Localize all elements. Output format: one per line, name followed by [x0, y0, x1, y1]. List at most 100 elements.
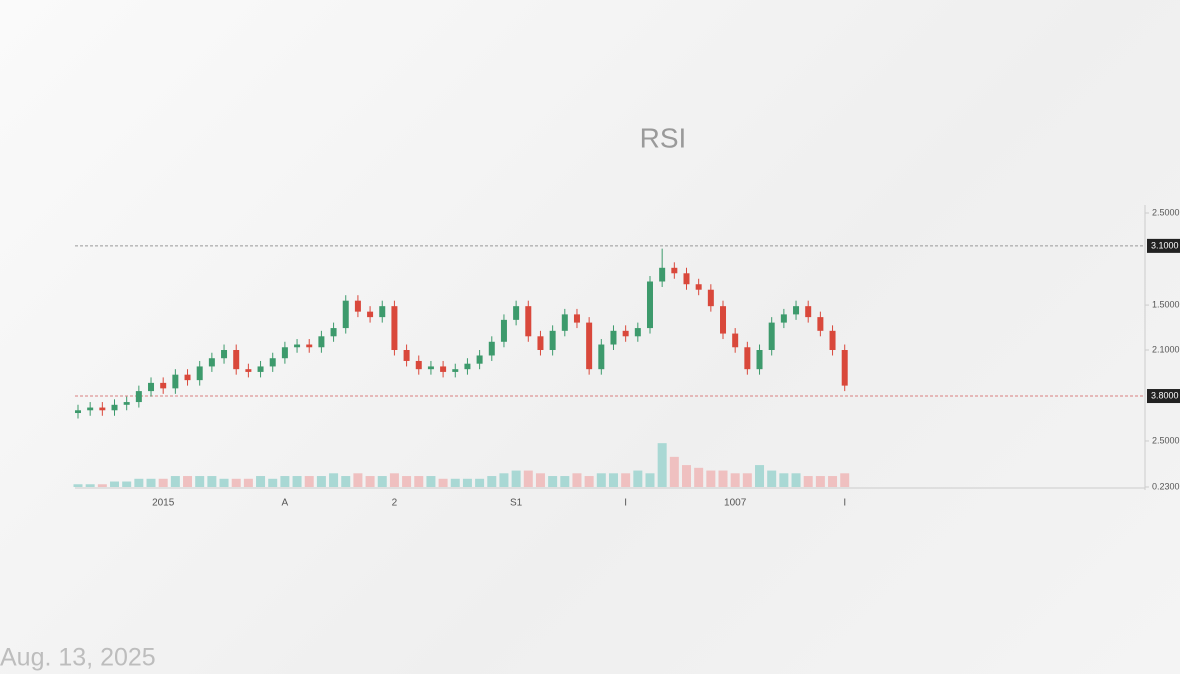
- volume-bar: [207, 476, 217, 487]
- candle-body: [196, 366, 203, 381]
- volume-bar: [219, 478, 229, 487]
- candle-body: [525, 306, 532, 337]
- volume-bar: [341, 476, 351, 487]
- volume-bar: [840, 473, 850, 487]
- volume-bar: [572, 473, 582, 487]
- volume-bar: [718, 470, 728, 487]
- candle-body: [427, 366, 434, 370]
- volume-bar: [97, 484, 107, 487]
- volume-bar: [803, 476, 813, 487]
- candle-body: [306, 344, 313, 348]
- candle-body: [135, 391, 142, 403]
- volume-bar: [304, 476, 314, 487]
- volume-bar: [596, 473, 606, 487]
- volume-bar: [122, 481, 132, 487]
- volume-bar: [353, 473, 363, 487]
- volume-bar: [170, 476, 180, 487]
- candle-body: [671, 267, 678, 274]
- volume-bar: [523, 470, 533, 487]
- candle-body: [513, 306, 520, 320]
- candle-body: [768, 322, 775, 350]
- candle-body: [99, 407, 106, 411]
- chart-title: RSI: [640, 122, 687, 153]
- volume-bar: [377, 476, 387, 487]
- candle-body: [354, 300, 361, 312]
- candle-body: [707, 289, 714, 307]
- volume-bar: [329, 473, 339, 487]
- volume-bar: [462, 478, 472, 487]
- volume-bar: [645, 473, 655, 487]
- candle-body: [829, 330, 836, 350]
- candle-body: [123, 402, 130, 405]
- candle-body: [160, 382, 167, 389]
- reference-label-box: [1147, 238, 1180, 253]
- volume-bar: [742, 473, 752, 487]
- candle-body: [233, 350, 240, 370]
- date-label: Aug. 13, 2025: [0, 644, 156, 672]
- volume-bar: [791, 473, 801, 487]
- x-tick-label: A: [282, 498, 289, 509]
- candle-body: [488, 341, 495, 356]
- candle-body: [598, 344, 605, 370]
- candle-body: [342, 300, 349, 329]
- candle-body: [805, 306, 812, 318]
- volume-bar: [146, 478, 156, 487]
- volume-bar: [755, 465, 765, 487]
- candle-body: [75, 410, 81, 414]
- candle-body: [379, 306, 386, 318]
- y-tick-label: 1.5000: [1152, 299, 1180, 309]
- candle-body: [561, 314, 568, 331]
- candle-body: [148, 382, 155, 392]
- candle-body: [440, 366, 447, 372]
- volume-bar: [669, 456, 679, 487]
- candle-body: [318, 336, 325, 348]
- x-tick-label: 1007: [724, 498, 747, 509]
- candle-body: [744, 347, 751, 370]
- volume-bar: [195, 476, 205, 487]
- candle-body: [659, 267, 666, 282]
- volume-bar: [292, 476, 302, 487]
- volume-bar: [511, 470, 521, 487]
- candle-body: [622, 330, 629, 337]
- volume-bar: [402, 476, 412, 487]
- candle-body: [610, 330, 617, 345]
- volume-bar: [110, 481, 120, 487]
- candle-body: [415, 360, 422, 370]
- volume-bar: [268, 478, 278, 487]
- candle-body: [695, 284, 702, 290]
- volume-bar: [657, 443, 667, 487]
- volume-bar: [535, 473, 545, 487]
- volume-bar: [243, 478, 253, 487]
- candle-body: [780, 314, 787, 323]
- candle-body: [172, 374, 179, 389]
- x-tick-label: 2: [392, 498, 398, 509]
- volume-bar: [414, 476, 424, 487]
- candle-body: [294, 344, 301, 348]
- volume-bar: [85, 484, 95, 487]
- volume-bar: [815, 476, 825, 487]
- candle-body: [281, 347, 288, 359]
- volume-bar: [73, 484, 83, 487]
- volume-bar: [548, 476, 558, 487]
- candle-body: [500, 319, 507, 342]
- volume-bar: [389, 473, 399, 487]
- candle-body: [391, 306, 398, 350]
- candle-body: [646, 281, 653, 329]
- candle-body: [221, 350, 228, 359]
- candle-body: [464, 363, 471, 370]
- y-tick-label: 2.5000: [1152, 435, 1180, 445]
- volume-bar: [767, 470, 777, 487]
- candle-body: [452, 369, 459, 372]
- volume-bar: [694, 467, 704, 487]
- volume-bar: [231, 478, 241, 487]
- candle-body: [683, 273, 690, 285]
- candle-body: [732, 333, 739, 348]
- volume-bar: [365, 476, 375, 487]
- volume-bar: [450, 478, 460, 487]
- volume-bar: [779, 473, 789, 487]
- x-tick-label: I: [843, 498, 846, 509]
- volume-bar: [280, 476, 290, 487]
- candle-body: [756, 350, 763, 370]
- reference-label: 3.1000: [1151, 240, 1179, 250]
